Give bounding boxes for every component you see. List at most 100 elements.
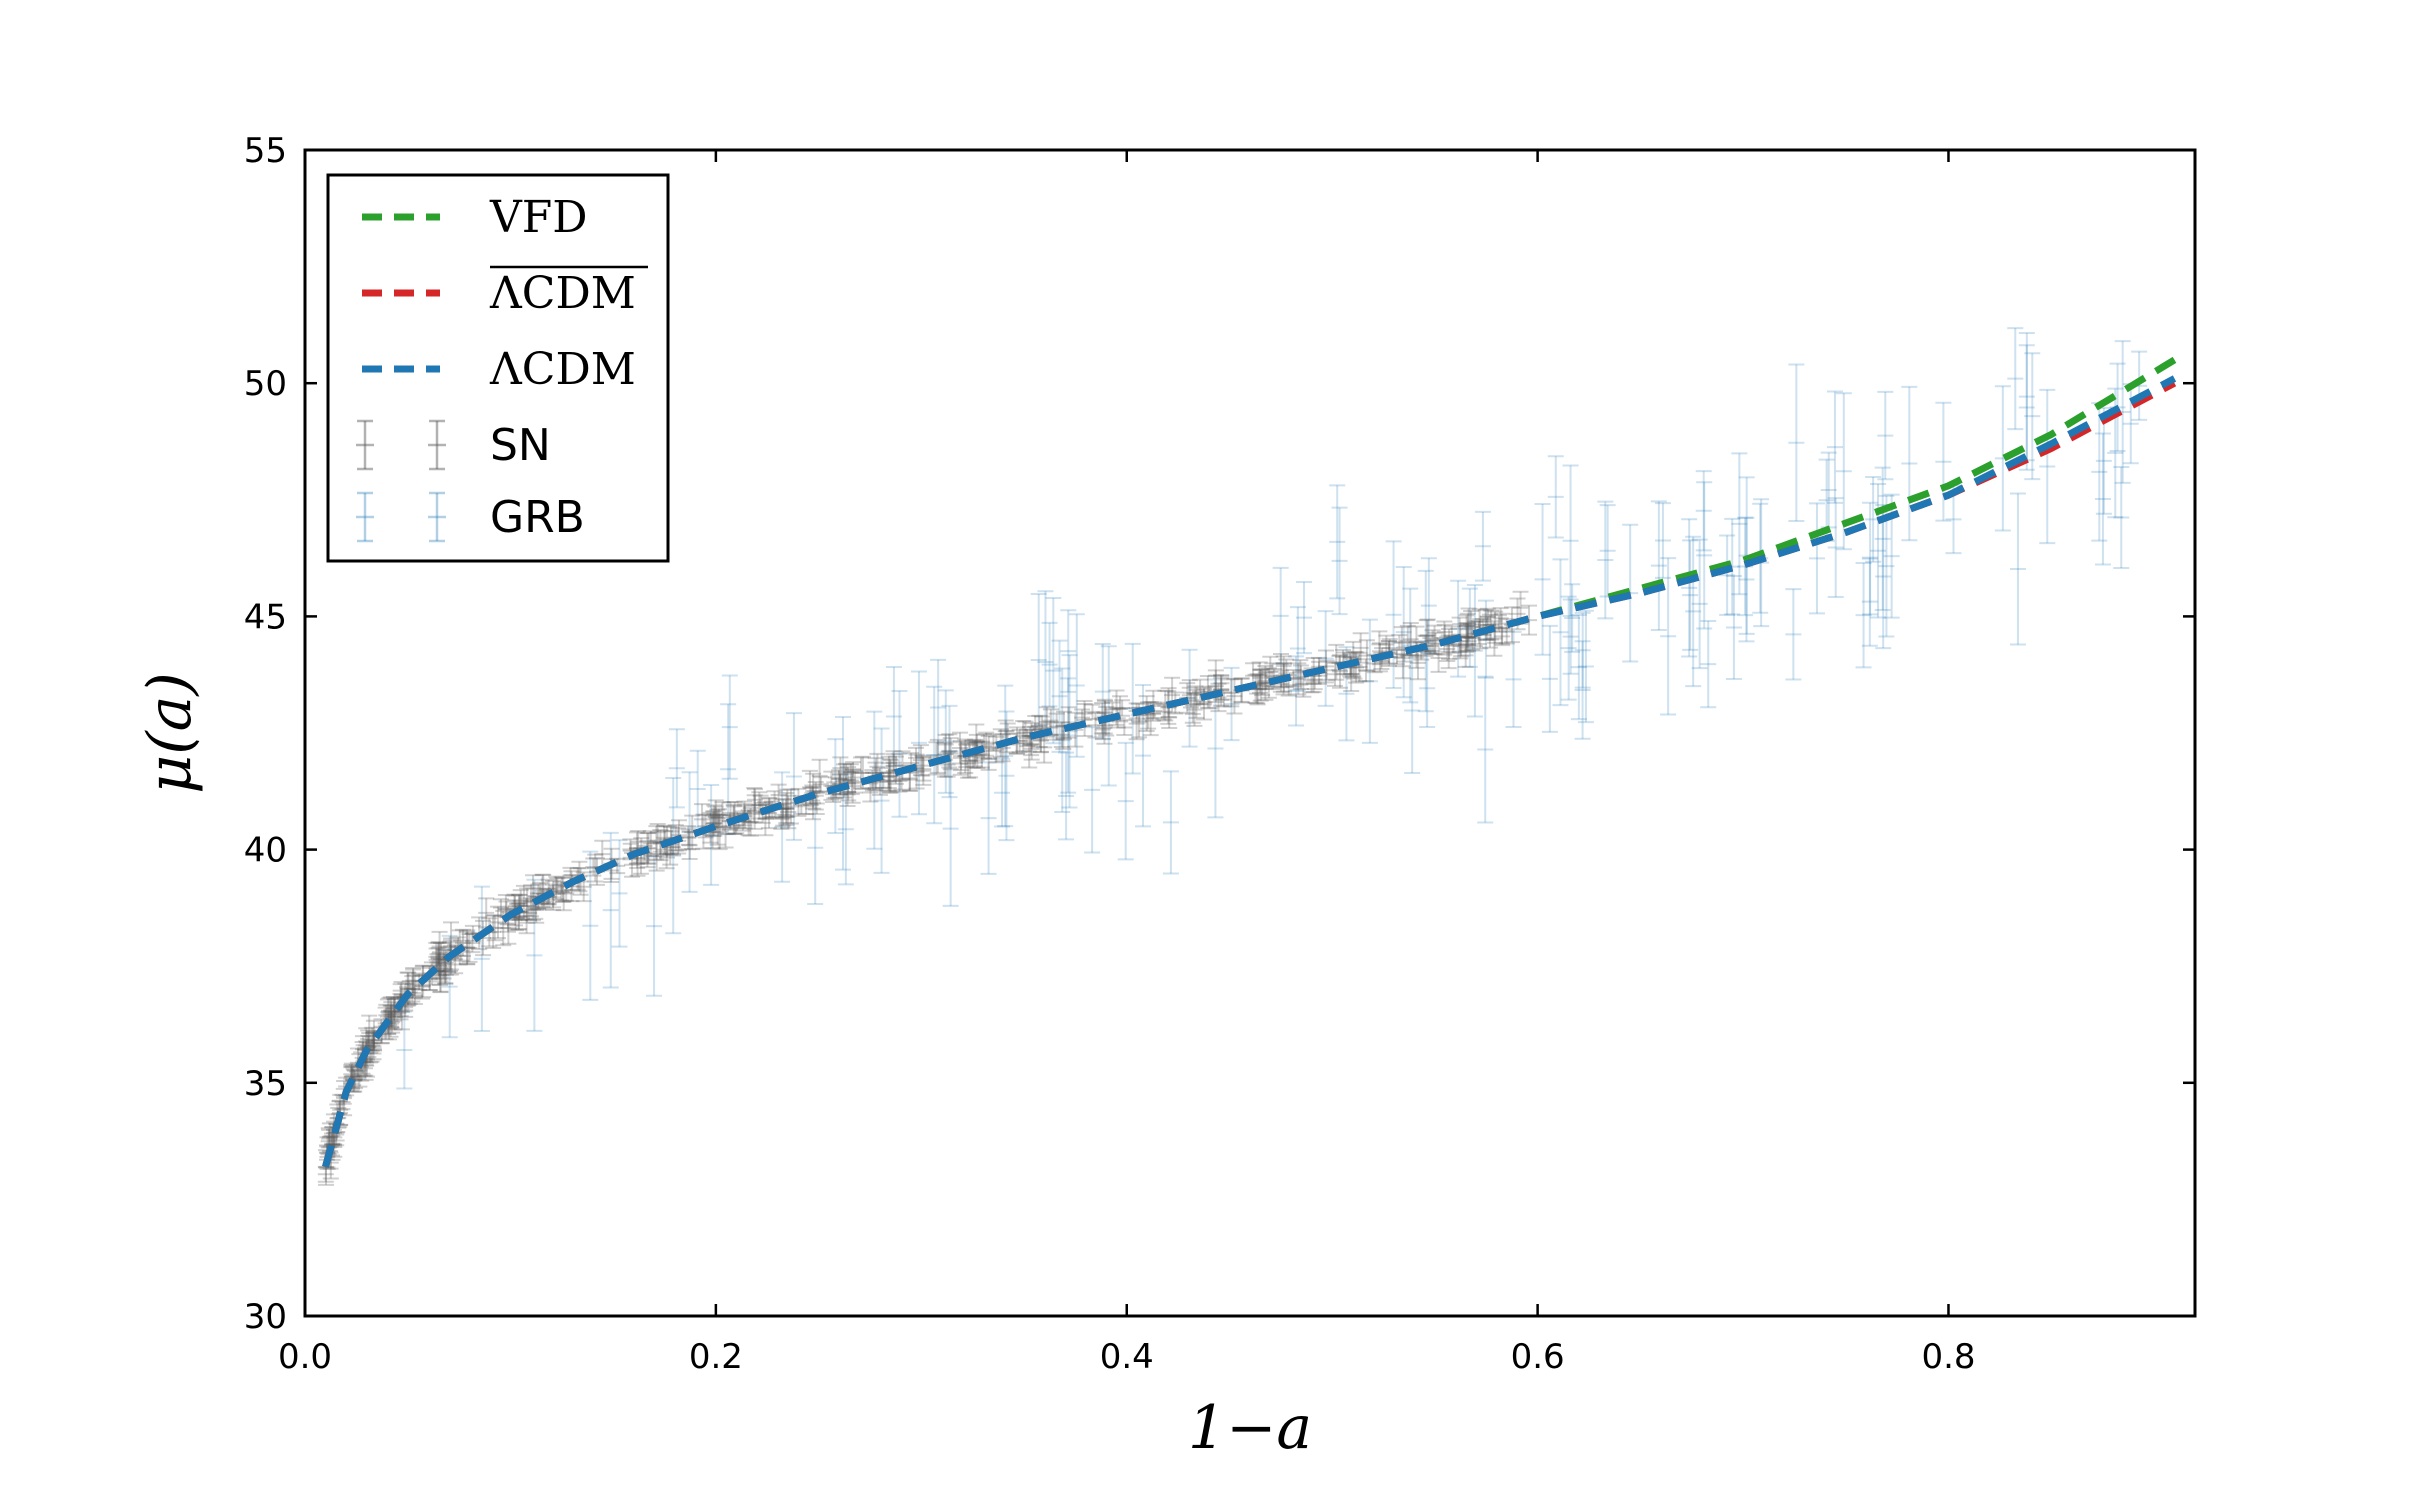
sn-point: [1509, 597, 1526, 631]
grb-point: [1994, 385, 2011, 532]
grb-point: [602, 831, 619, 989]
sn-point: [706, 804, 723, 824]
grb-point: [1861, 556, 1878, 647]
grb-point: [1785, 588, 1802, 681]
sn-point: [680, 828, 697, 846]
sn-point: [1292, 659, 1309, 686]
legend: VFD ΛCDM ΛCDM SN GRB: [326, 173, 670, 563]
sn-point: [1226, 677, 1243, 715]
sn-point: [844, 761, 861, 779]
legend-marker-sn: [356, 419, 446, 471]
sn-point: [746, 787, 763, 824]
grb-point: [1560, 595, 1577, 701]
tick-layer: 0.0 0.2 0.4 0.6 0.8 30 35 40 45 50 55: [244, 131, 2195, 1377]
grb-point: [873, 727, 890, 874]
grb-point: [1562, 464, 1579, 618]
sn-point: [437, 958, 454, 985]
sn-point: [746, 788, 763, 812]
sn-point: [736, 800, 753, 827]
grb-point: [2094, 432, 2111, 566]
sn-point: [360, 1029, 377, 1049]
grb-point: [665, 777, 682, 935]
grb-point: [1331, 506, 1348, 616]
grb-point: [1329, 484, 1346, 600]
sn-point: [915, 755, 932, 786]
grb-point: [1289, 606, 1306, 691]
sn-point: [1199, 674, 1216, 709]
grb-point: [1361, 618, 1378, 744]
grb-point: [926, 685, 943, 825]
sn-point: [1408, 625, 1425, 659]
sn-point: [880, 755, 897, 789]
sn-point: [882, 759, 899, 794]
sn-point: [363, 1038, 380, 1063]
grb-point: [2113, 465, 2130, 569]
sn-point: [489, 905, 506, 940]
sn-point: [1458, 614, 1475, 638]
legend-marker-grb: [356, 491, 446, 543]
grb-point: [1660, 557, 1677, 716]
grb-point: [1061, 654, 1078, 809]
sn-point: [711, 813, 728, 851]
grb-point: [2018, 344, 2035, 471]
sn-point: [1292, 664, 1309, 690]
sn-point: [1457, 643, 1474, 668]
sn-point: [433, 942, 450, 977]
sn-point: [1184, 704, 1201, 724]
sn-point: [1251, 661, 1268, 691]
grb-point: [1877, 390, 1894, 481]
sn-point: [585, 857, 602, 877]
sn-point: [404, 975, 421, 1003]
sn-point: [455, 928, 472, 957]
grb-point: [2024, 352, 2041, 481]
sn-point: [520, 904, 537, 922]
grb-point: [1272, 566, 1289, 665]
sn-point: [1262, 655, 1279, 689]
sn-point: [1055, 725, 1072, 750]
grb-point: [1474, 510, 1491, 582]
sn-point: [1060, 706, 1077, 739]
grb-point: [1223, 666, 1240, 742]
legend-label-vfd: VFD: [489, 192, 588, 243]
grb-point: [2039, 388, 2056, 545]
grb-point: [891, 690, 908, 818]
sn-point: [437, 949, 454, 976]
sn-point: [1280, 674, 1297, 697]
sn-point: [1394, 653, 1411, 680]
grb-point: [1681, 518, 1698, 658]
sn-point: [1483, 609, 1500, 641]
grb-point: [526, 878, 543, 1032]
sn-point: [875, 771, 892, 789]
x-tick-label: 0.4: [1100, 1337, 1154, 1377]
sn-point: [515, 884, 532, 921]
sn-point: [914, 754, 931, 777]
sn-point: [1042, 708, 1059, 737]
grb-point: [1901, 385, 1918, 542]
grb-point: [1574, 640, 1591, 740]
sn-point: [1285, 668, 1302, 688]
grb-point: [998, 710, 1015, 842]
legend-label-lcdm-bar: ΛCDM: [489, 268, 636, 319]
sn-point: [807, 780, 824, 811]
sn-point: [1207, 669, 1224, 703]
grb-point: [1870, 482, 1887, 619]
grb-point: [1597, 500, 1614, 620]
sn-point: [1451, 616, 1468, 653]
sn-point: [740, 809, 757, 837]
sn-point: [968, 723, 985, 758]
sn-point: [782, 788, 799, 825]
sn-point: [842, 763, 859, 782]
grb-point: [720, 703, 737, 836]
sn-point: [324, 1125, 341, 1146]
sn-point: [386, 998, 403, 1031]
sn-point: [811, 758, 828, 794]
x-axis-label: 1−a: [1188, 1393, 1312, 1463]
sn-point: [1015, 720, 1032, 753]
legend-errorbar: [428, 419, 446, 471]
grb-point: [1731, 452, 1748, 596]
sn-point: [881, 758, 898, 794]
sn-point: [853, 756, 870, 790]
legend-errorbar: [428, 491, 446, 543]
sn-point: [1318, 649, 1335, 684]
grb-point: [703, 783, 720, 886]
